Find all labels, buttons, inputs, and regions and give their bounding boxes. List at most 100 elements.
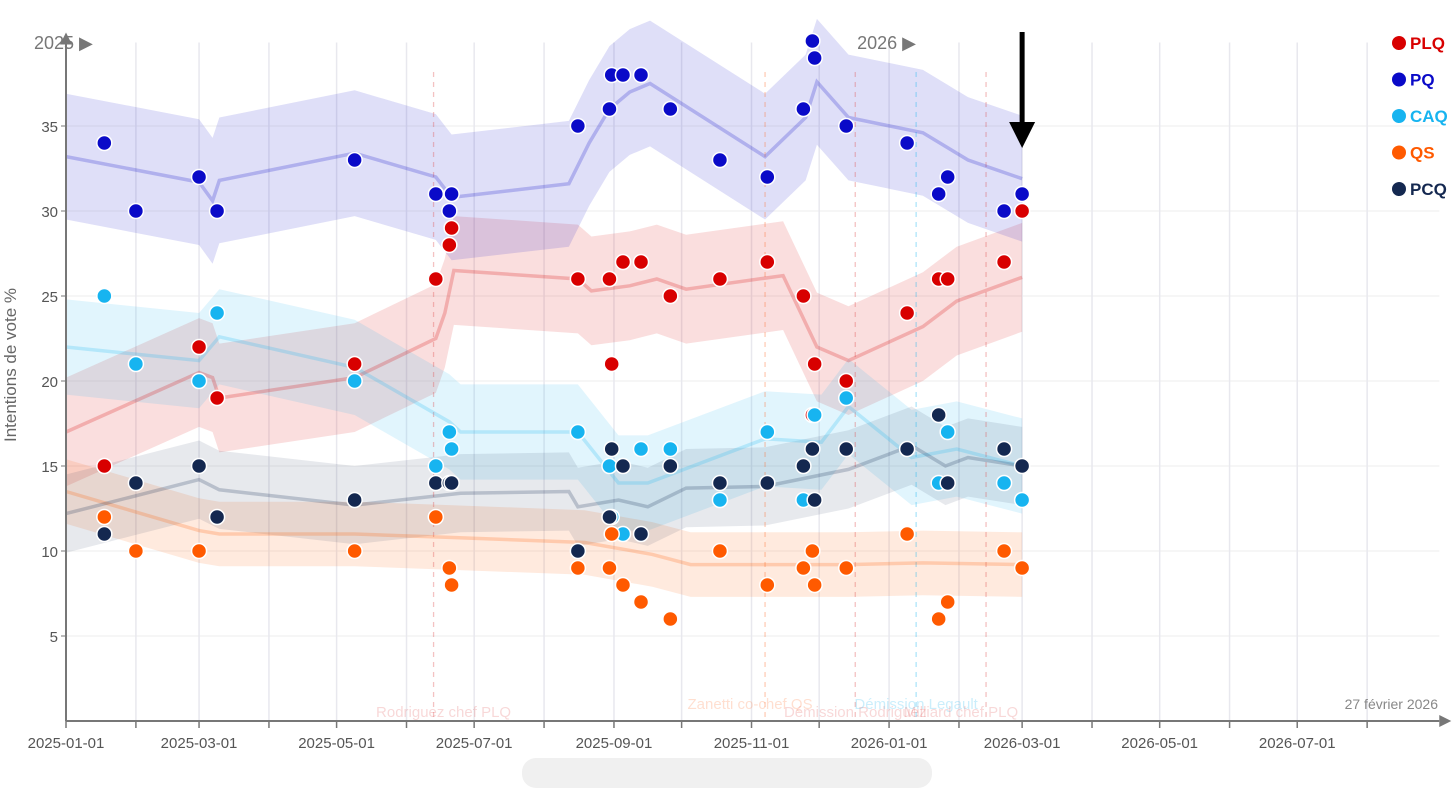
x-tick-label: 2025-01-01 <box>28 735 105 752</box>
poll-point-pcq <box>662 457 679 475</box>
poll-point-caq <box>208 304 226 322</box>
poll-point-plq <box>190 338 208 356</box>
poll-point-qs <box>995 542 1013 560</box>
poll-point-qs <box>1013 559 1031 577</box>
poll-point-pcq <box>837 440 855 458</box>
x-tick-label: 2025-07-01 <box>436 735 513 752</box>
poll-chart: Rodriguez chef PLQ Zanetti co-chef QSDémi… <box>1 18 1452 752</box>
band-plq <box>66 216 1023 487</box>
poll-point-caq <box>995 474 1013 492</box>
x-tick-label: 2026-01-01 <box>851 735 928 752</box>
poll-point-pcq <box>930 406 947 424</box>
x-tick-label: 2025-09-01 <box>576 735 653 752</box>
poll-points <box>96 32 1036 628</box>
x-tick-label: 2025-03-01 <box>161 735 238 752</box>
poll-point-plq <box>632 253 650 271</box>
poll-point-pcq <box>601 508 618 526</box>
poll-point-pq <box>441 202 458 220</box>
year-marker: 2025 ▶ <box>34 33 93 53</box>
poll-point-pq <box>96 134 113 152</box>
poll-point-caq <box>806 406 823 424</box>
poll-point-caq <box>569 423 587 441</box>
poll-point-pcq <box>939 474 956 492</box>
poll-point-pq <box>759 168 776 186</box>
annotation-label: Milliard chef PLQ <box>904 704 1018 721</box>
poll-point-pq <box>930 185 947 203</box>
poll-point-caq <box>662 440 679 458</box>
poll-point-pq <box>127 202 145 220</box>
poll-point-plq <box>759 253 776 271</box>
legend-dot-qs <box>1392 145 1406 160</box>
poll-point-qs <box>127 542 145 560</box>
poll-point-caq <box>443 440 460 458</box>
poll-point-qs <box>837 559 855 577</box>
poll-point-pcq <box>759 474 776 492</box>
poll-point-qs <box>795 559 812 577</box>
poll-point-caq <box>190 372 208 390</box>
poll-point-pcq <box>614 457 632 475</box>
poll-point-plq <box>601 270 618 288</box>
axes: 5 10 15 20 25 30 35 2025-01-01 2025-03-01 2025-05… <box>28 32 1452 752</box>
poll-point-qs <box>806 576 823 594</box>
y-axis-arrow-icon <box>60 32 72 45</box>
poll-point-caq <box>632 440 650 458</box>
poll-point-caq <box>939 423 956 441</box>
band-pq <box>66 18 1023 264</box>
poll-point-plq <box>1013 202 1031 220</box>
trend-line-pcq <box>65 443 1023 516</box>
annotation-label: Zanetti co-chef QS <box>688 696 813 713</box>
poll-point-pq <box>346 151 363 169</box>
poll-point-plq <box>441 236 458 254</box>
poll-point-qs <box>632 593 650 611</box>
poll-point-pq <box>837 117 855 135</box>
poll-point-qs <box>569 559 587 577</box>
poll-point-plq <box>346 355 363 373</box>
poll-point-plq <box>806 355 823 373</box>
poll-point-pq <box>711 151 729 169</box>
poll-point-caq <box>837 389 855 407</box>
poll-point-pcq <box>346 491 363 509</box>
poll-point-pq <box>601 100 618 118</box>
y-tick-label: 5 <box>50 629 58 646</box>
bottom-control-bar[interactable] <box>522 758 932 788</box>
poll-point-plq <box>603 355 620 373</box>
poll-point-caq <box>601 457 618 475</box>
poll-point-qs <box>939 593 956 611</box>
confidence-bands <box>66 18 1023 597</box>
grid <box>65 42 1440 721</box>
poll-point-pcq <box>795 457 812 475</box>
x-axis-arrow-icon <box>1439 715 1452 727</box>
legend-label-caq: CAQ <box>1410 107 1448 126</box>
y-tick-label: 35 <box>41 119 58 136</box>
poll-point-qs <box>441 559 458 577</box>
legend-dot-plq <box>1392 36 1406 50</box>
y-axis-label: Intentions de vote % <box>1 288 20 442</box>
poll-point-plq <box>795 287 812 305</box>
poll-point-caq <box>441 423 458 441</box>
y-tick-label: 25 <box>41 289 58 306</box>
poll-point-caq <box>346 372 363 390</box>
poll-point-qs <box>614 576 632 594</box>
trend-line-qs <box>65 489 1023 567</box>
legend: PLQ PQ CAQ QS PCQ <box>1392 34 1448 199</box>
x-tick-label: 2025-05-01 <box>298 735 375 752</box>
poll-point-caq <box>711 491 729 509</box>
poll-point-pq <box>569 117 587 135</box>
y-tick-label: 10 <box>41 544 58 561</box>
poll-point-qs <box>930 610 947 628</box>
poll-point-pq <box>804 32 821 50</box>
poll-point-pcq <box>443 474 460 492</box>
poll-point-plq <box>96 457 113 475</box>
legend-label-qs: QS <box>1410 144 1435 163</box>
poll-point-qs <box>443 576 460 594</box>
poll-point-caq <box>1013 491 1031 509</box>
legend-dot-pcq <box>1392 182 1406 196</box>
legend-label-pcq: PCQ <box>1410 180 1447 199</box>
poll-point-pcq <box>569 542 587 560</box>
poll-point-qs <box>711 542 729 560</box>
poll-point-plq <box>443 219 460 237</box>
year-marker: 2026 ▶ <box>857 33 916 53</box>
poll-point-pq <box>898 134 916 152</box>
poll-point-plq <box>569 270 587 288</box>
poll-point-plq <box>939 270 956 288</box>
